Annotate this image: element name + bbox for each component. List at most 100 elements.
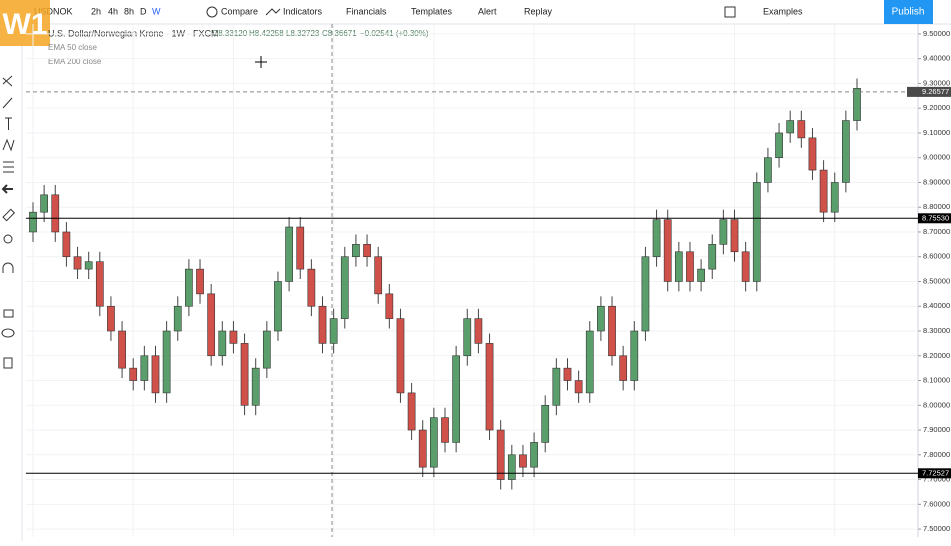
candle-body (251, 367, 260, 406)
y-tick-label: 9.00000 (923, 153, 950, 162)
candle-body (218, 330, 227, 357)
study-label[interactable]: EMA 50 close (48, 43, 97, 52)
candle-body (496, 429, 505, 480)
tool-icon[interactable] (1, 328, 15, 338)
candle-body (608, 305, 616, 357)
candle-body (29, 211, 37, 233)
candle-body (842, 120, 850, 183)
tool-icon[interactable] (2, 262, 14, 273)
level-tag (918, 213, 951, 224)
publish-bg[interactable] (884, 0, 933, 24)
interval[interactable]: 2h (91, 6, 101, 16)
candle-body (107, 305, 115, 332)
candle-body (719, 219, 728, 245)
y-tick-label: 8.00000 (923, 400, 950, 409)
candle-body (485, 343, 494, 431)
tool-icon[interactable] (3, 161, 14, 173)
indicators-icon (265, 8, 281, 16)
fullscreen-toggle[interactable] (724, 6, 736, 18)
candle-body (418, 429, 427, 468)
candle-body (151, 355, 160, 394)
tool-icon[interactable] (2, 97, 13, 109)
candle-body (808, 137, 817, 171)
y-tick-label: 8.50000 (923, 276, 950, 285)
candle-body (507, 454, 516, 480)
candle-body (574, 380, 583, 394)
candle-body (129, 367, 138, 381)
crosshair-tag (907, 86, 951, 97)
candle-body (118, 330, 126, 369)
candle-body (363, 244, 371, 258)
y-tick-label: 7.60000 (923, 499, 950, 508)
candle-body (285, 226, 293, 282)
candle-body (775, 132, 783, 158)
candle-body (741, 251, 750, 282)
candle-body (597, 305, 605, 332)
badge: W1 (3, 8, 48, 41)
candle-body (663, 219, 672, 282)
cursor (255, 56, 267, 68)
interval[interactable]: D (140, 6, 147, 16)
alert-button[interactable]: Alert (478, 6, 497, 16)
templates-button[interactable]: Templates (411, 6, 453, 16)
candle-body (73, 256, 82, 270)
interval[interactable]: 4h (108, 6, 118, 16)
level-tag (918, 468, 951, 479)
candle-body (641, 256, 650, 332)
examples-button[interactable]: Examples (763, 6, 803, 16)
tool-icon[interactable] (3, 357, 13, 369)
candle-body (585, 330, 594, 394)
interval[interactable]: W (152, 6, 161, 16)
tool-icon[interactable] (3, 309, 14, 318)
candle-body (441, 417, 449, 443)
tool-icon[interactable] (2, 138, 15, 152)
candle-body (752, 182, 761, 282)
y-tick-label: 9.50000 (923, 29, 950, 38)
replay-button[interactable]: Replay (524, 6, 553, 16)
candle-body (374, 256, 383, 295)
y-tick-label: 7.70000 (923, 475, 950, 484)
tool-icon[interactable] (3, 234, 13, 244)
candle-body (819, 169, 828, 213)
candle-body (797, 120, 806, 139)
y-tick-label: 8.80000 (923, 202, 950, 211)
level-label: 7.72527 (922, 468, 949, 477)
candle-body (84, 261, 93, 270)
y-tick-label: 8.60000 (923, 252, 950, 261)
candle-body (240, 343, 249, 406)
interval[interactable]: 8h (124, 6, 134, 16)
candle-body (686, 251, 694, 282)
publish-button[interactable]: Publish (892, 7, 925, 18)
candle-body (674, 251, 683, 282)
symbol[interactable]: USDNOK (34, 6, 73, 16)
candle-body (452, 355, 460, 443)
candle-body (62, 231, 71, 258)
candle-body (619, 355, 628, 381)
tool-icon[interactable] (2, 208, 16, 222)
candle-body (40, 194, 48, 213)
candle-body (407, 392, 416, 431)
y-tick-label: 8.90000 (923, 177, 950, 186)
candle-body (396, 318, 405, 394)
tool-icon[interactable] (5, 117, 12, 130)
candle-body (541, 404, 550, 443)
candle-body (463, 318, 472, 357)
candle-body (196, 268, 204, 295)
tool-icon[interactable] (2, 75, 13, 87)
y-tick-label: 7.80000 (923, 450, 950, 459)
candle-body (274, 281, 282, 332)
candle-body (652, 219, 661, 258)
crosshair-label: 9.26577 (922, 87, 949, 96)
candle-body (173, 305, 182, 332)
y-tick-label: 7.90000 (923, 425, 950, 434)
candle-body (162, 330, 171, 394)
compare-button[interactable]: Compare (221, 6, 258, 16)
candle-body (307, 268, 316, 307)
tool-icon[interactable] (1, 184, 13, 194)
financials-button[interactable]: Financials (346, 6, 387, 16)
candle-body (853, 88, 861, 121)
candle-body (697, 268, 705, 282)
indicators-button[interactable]: Indicators (283, 6, 323, 16)
study-label[interactable]: EMA 200 close (48, 57, 102, 66)
